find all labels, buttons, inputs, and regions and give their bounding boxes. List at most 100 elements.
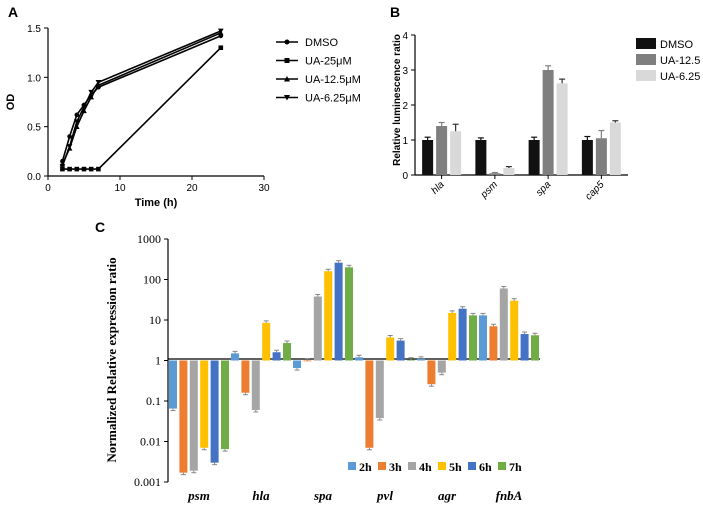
panel-label-c: C <box>95 219 105 235</box>
panel-c-y-tick-label: 0.001 <box>134 475 161 489</box>
panel-c-bar <box>262 322 271 361</box>
panel-c-legend-label: 7h <box>509 460 522 474</box>
panel-c-bar <box>531 335 539 361</box>
panel-c-bar <box>520 334 529 361</box>
panel-c-bar <box>189 360 198 471</box>
panel-c-legend-label: 5h <box>449 460 462 474</box>
panel-b-legend-label: UA-12.5 <box>660 55 700 67</box>
panel-label-a: A <box>8 4 18 20</box>
panel-c-bar <box>469 315 477 361</box>
panel-a-data-point <box>88 89 94 95</box>
panel-a-series-line <box>61 30 222 167</box>
panel-c-bar <box>489 326 498 361</box>
panel-a-data-point <box>59 163 66 169</box>
panel-c-legend-swatch <box>378 462 386 470</box>
panel-c-category-label: psm <box>187 488 210 503</box>
panel-b-legend-swatch <box>636 54 656 65</box>
panel-c-bar <box>251 360 260 410</box>
panel-c-log-bar-chart: 0.001 0.01 0.1 1 10 100 1000 psm hla spa pvl agr fn… <box>104 232 540 503</box>
panel-c-legend-label: 6h <box>479 460 492 474</box>
panel-c-bar <box>427 360 436 385</box>
panel-a-series-line <box>61 32 222 165</box>
panel-c-bar <box>231 353 239 361</box>
panel-b-y-tick-label: 1 <box>402 136 408 147</box>
panel-b-legend-swatch <box>636 38 656 49</box>
panel-c-legend-swatch <box>438 462 446 470</box>
panel-c-bar <box>407 359 415 361</box>
panel-b-y-tick-label: 3 <box>402 66 408 77</box>
panel-c-bar <box>334 262 343 361</box>
panel-a-legend-label: UA-12.5μM <box>305 74 361 86</box>
panel-c-bar <box>241 360 250 393</box>
panel-a-y-axis-label: OD <box>5 94 17 111</box>
panel-label-b: B <box>390 4 400 20</box>
panel-c-bar <box>210 360 219 463</box>
panel-a-data-point <box>66 144 73 150</box>
panel-c-bar <box>355 357 363 361</box>
panel-a-y-tick-label: 0.5 <box>27 123 41 134</box>
panel-b-bar <box>436 126 448 175</box>
panel-a-data-point <box>218 28 224 34</box>
panel-c-y-tick-label: 1 <box>155 354 161 368</box>
panel-a-data-point <box>95 79 102 86</box>
panel-c-legend-swatch <box>468 462 476 470</box>
panel-c-bar <box>365 360 374 448</box>
panel-a-data-point <box>60 166 65 172</box>
panel-a-data-point <box>81 104 87 110</box>
panel-c-bar <box>221 360 229 450</box>
panel-a-y-tick-label: 1.0 <box>27 73 41 84</box>
panel-c-bar <box>345 267 353 361</box>
panel-c-y-tick-label: 0.01 <box>140 435 161 449</box>
panel-b-legend-swatch <box>636 70 656 81</box>
panel-c-y-tick-label: 1000 <box>137 232 161 246</box>
panel-a-line-chart: 0.0 0.5 1.0 1.5 0 10 20 30 Time (h) OD DMSO UA-… <box>5 24 361 209</box>
panel-a-x-tick-label: 30 <box>258 183 270 194</box>
panel-a-data-point <box>74 112 80 118</box>
panel-c-legend-label: 4h <box>419 460 432 474</box>
panel-a-y-tick-label: 1.5 <box>27 24 41 35</box>
panel-b-bar <box>609 122 621 175</box>
panel-a-legend-marker <box>284 95 290 101</box>
panel-c-legend-swatch <box>348 462 356 470</box>
panel-c-bar <box>386 337 395 361</box>
panel-c-bar <box>324 271 333 361</box>
panel-b-y-tick-label: 4 <box>402 31 408 42</box>
panel-b-bar <box>528 140 540 175</box>
panel-a-data-point <box>67 166 72 172</box>
panel-b-bar <box>475 140 487 175</box>
panel-c-bar <box>396 340 405 361</box>
panel-b-bar <box>422 140 434 175</box>
panel-a-y-tick-label: 0.0 <box>27 172 41 183</box>
panel-c-legend-swatch <box>408 462 416 470</box>
panel-b-category-label: psm <box>478 179 500 201</box>
panel-a-legend-marker <box>284 58 290 63</box>
panel-a-x-axis-label: Time (h) <box>135 197 178 209</box>
panel-a-data-point <box>81 108 87 114</box>
panel-a-legend-label: DMSO <box>305 37 338 49</box>
panel-c-y-axis-label: Normalized Relative expression ratio <box>104 257 119 462</box>
panel-c-bar <box>169 360 177 409</box>
panel-a-data-point <box>88 94 94 100</box>
panel-c-legend-label: 2h <box>359 460 372 474</box>
panel-c-bar <box>200 360 209 448</box>
panel-a-data-point <box>88 166 94 172</box>
panel-b-y-tick-label: 0 <box>402 171 408 182</box>
panel-b-bar <box>595 138 607 175</box>
panel-a-x-tick-label: 10 <box>114 183 126 194</box>
panel-a-x-tick-label: 20 <box>186 183 198 194</box>
panel-b-bar <box>489 173 501 175</box>
panel-c-category-label: hla <box>252 488 270 503</box>
panel-c-bar <box>510 300 519 361</box>
panel-b-category-label: spa <box>534 179 553 198</box>
panel-a-legend-label: UA-6.25μM <box>305 93 361 105</box>
panel-b-y-axis-label: Relative luminescence ratio <box>392 34 403 166</box>
panel-b-bar <box>556 83 568 175</box>
panel-a-data-point <box>74 166 80 172</box>
panel-c-category-label: pvl <box>376 488 393 503</box>
panel-c-bar <box>417 358 425 361</box>
panel-a-data-point <box>218 45 224 51</box>
panel-a-legend-label: UA-25μM <box>305 56 352 68</box>
panel-b-legend-label: UA-6.25 <box>660 71 700 83</box>
panel-a-x-tick-label: 0 <box>45 183 51 194</box>
